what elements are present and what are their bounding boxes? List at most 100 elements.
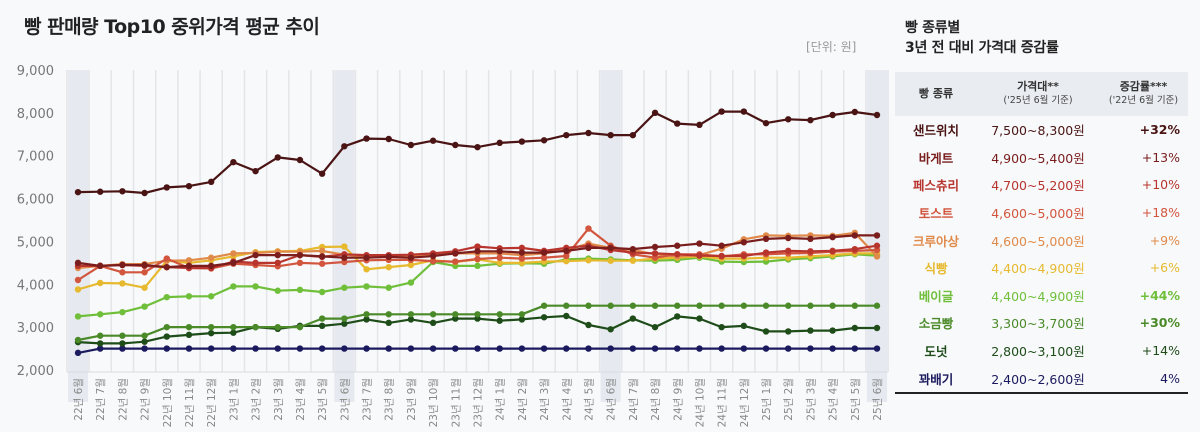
- data-point: [496, 139, 503, 147]
- data-point: [252, 251, 259, 259]
- change-rate: +14%: [1141, 343, 1180, 359]
- data-point: [585, 225, 592, 232]
- table-bottom-rule: [895, 391, 1188, 394]
- data-point: [540, 302, 548, 309]
- data-point: [496, 248, 503, 255]
- data-point: [318, 247, 326, 255]
- data-point: [563, 131, 570, 139]
- data-point: [363, 345, 370, 352]
- data-point: [696, 121, 703, 129]
- data-point: [341, 345, 348, 352]
- data-point: [585, 321, 592, 329]
- data-point: [829, 302, 836, 309]
- data-point: [318, 345, 326, 352]
- data-point: [740, 108, 748, 115]
- data-point: [385, 345, 392, 352]
- data-point: [674, 251, 681, 258]
- data-point: [274, 154, 281, 161]
- x-tick-label: 23년 10월: [428, 378, 440, 427]
- data-point: [629, 315, 637, 322]
- data-point: [296, 156, 304, 164]
- data-point: [452, 311, 459, 318]
- data-point: [407, 316, 415, 323]
- y-tick-label: 6,000: [17, 193, 54, 208]
- data-point: [74, 349, 82, 357]
- table-row: 소금빵 3,300~3,700원 +30%: [895, 309, 1188, 337]
- data-point: [141, 338, 148, 345]
- data-point: [540, 345, 548, 352]
- x-tick-label: 22년 6월: [73, 378, 85, 421]
- data-point: [141, 189, 148, 197]
- data-point: [452, 258, 459, 265]
- data-point: [163, 293, 170, 301]
- data-point: [318, 315, 326, 322]
- change-rate: +44%: [1139, 287, 1180, 303]
- data-point: [230, 323, 237, 331]
- data-point: [518, 255, 526, 262]
- data-point: [496, 345, 503, 352]
- data-point: [230, 329, 237, 336]
- data-point: [807, 116, 814, 124]
- data-point: [141, 332, 148, 339]
- data-point: [607, 244, 614, 252]
- data-point: [119, 269, 126, 276]
- data-point: [740, 345, 748, 352]
- data-point: [718, 108, 725, 115]
- data-point: [163, 263, 170, 271]
- bread-name: 토스트: [918, 206, 954, 222]
- data-point: [230, 250, 237, 257]
- table-row: 크루아상 4,600~5,000원 +9%: [895, 226, 1188, 254]
- data-point: [585, 244, 592, 252]
- data-point: [696, 252, 703, 259]
- data-point: [873, 232, 881, 239]
- data-point: [785, 116, 792, 123]
- data-point: [318, 322, 326, 330]
- data-point: [851, 345, 859, 352]
- data-point: [452, 250, 459, 257]
- data-point: [341, 243, 348, 250]
- data-point: [141, 269, 148, 276]
- data-point: [651, 323, 659, 331]
- data-point: [407, 279, 415, 286]
- data-point: [207, 262, 215, 270]
- x-tick-label: 23년 12월: [473, 378, 485, 427]
- data-point: [429, 252, 437, 260]
- x-tick-label: 22년 9월: [140, 378, 152, 421]
- data-point: [385, 311, 392, 318]
- header-change-rate: 증감률*** ('22년 6월 기준): [1099, 80, 1188, 108]
- price-range: 4,900~5,400원: [991, 150, 1085, 166]
- data-point: [163, 255, 170, 262]
- y-tick-label: 3,000: [17, 321, 54, 336]
- data-point: [629, 345, 637, 352]
- data-point: [740, 252, 748, 260]
- line-chart: 2,000 3,000 4,000 5,000 6,000 7,000 8,000 9,000…: [17, 64, 889, 427]
- data-point: [341, 254, 348, 261]
- data-point: [496, 254, 503, 261]
- data-point: [296, 345, 304, 352]
- bread-name: 식빵: [924, 261, 948, 277]
- data-point: [873, 345, 881, 352]
- header-price-range-sub: ('25년 6월 기준): [1003, 95, 1073, 106]
- data-point: [518, 345, 526, 352]
- data-point: [807, 345, 814, 352]
- data-point: [873, 253, 881, 260]
- x-tick-label: 24년 8월: [650, 378, 662, 421]
- bread-name: 소금빵: [918, 316, 954, 332]
- data-point: [207, 178, 215, 186]
- data-point: [762, 345, 770, 352]
- chart-title: 빵 판매량 Top10 중위가격 평균 추이: [24, 16, 320, 38]
- x-tick-label: 24년 1월: [495, 378, 507, 421]
- data-point: [407, 261, 415, 269]
- data-point: [119, 261, 126, 269]
- data-point: [629, 302, 637, 309]
- data-point: [318, 253, 326, 260]
- data-point: [119, 345, 126, 352]
- data-point: [718, 242, 725, 249]
- data-point: [585, 257, 592, 264]
- data-point: [540, 249, 548, 256]
- data-point: [96, 262, 104, 270]
- price-range: 2,400~2,600원: [991, 371, 1085, 387]
- data-point: [496, 317, 503, 324]
- data-point: [607, 345, 614, 352]
- data-point: [163, 323, 170, 331]
